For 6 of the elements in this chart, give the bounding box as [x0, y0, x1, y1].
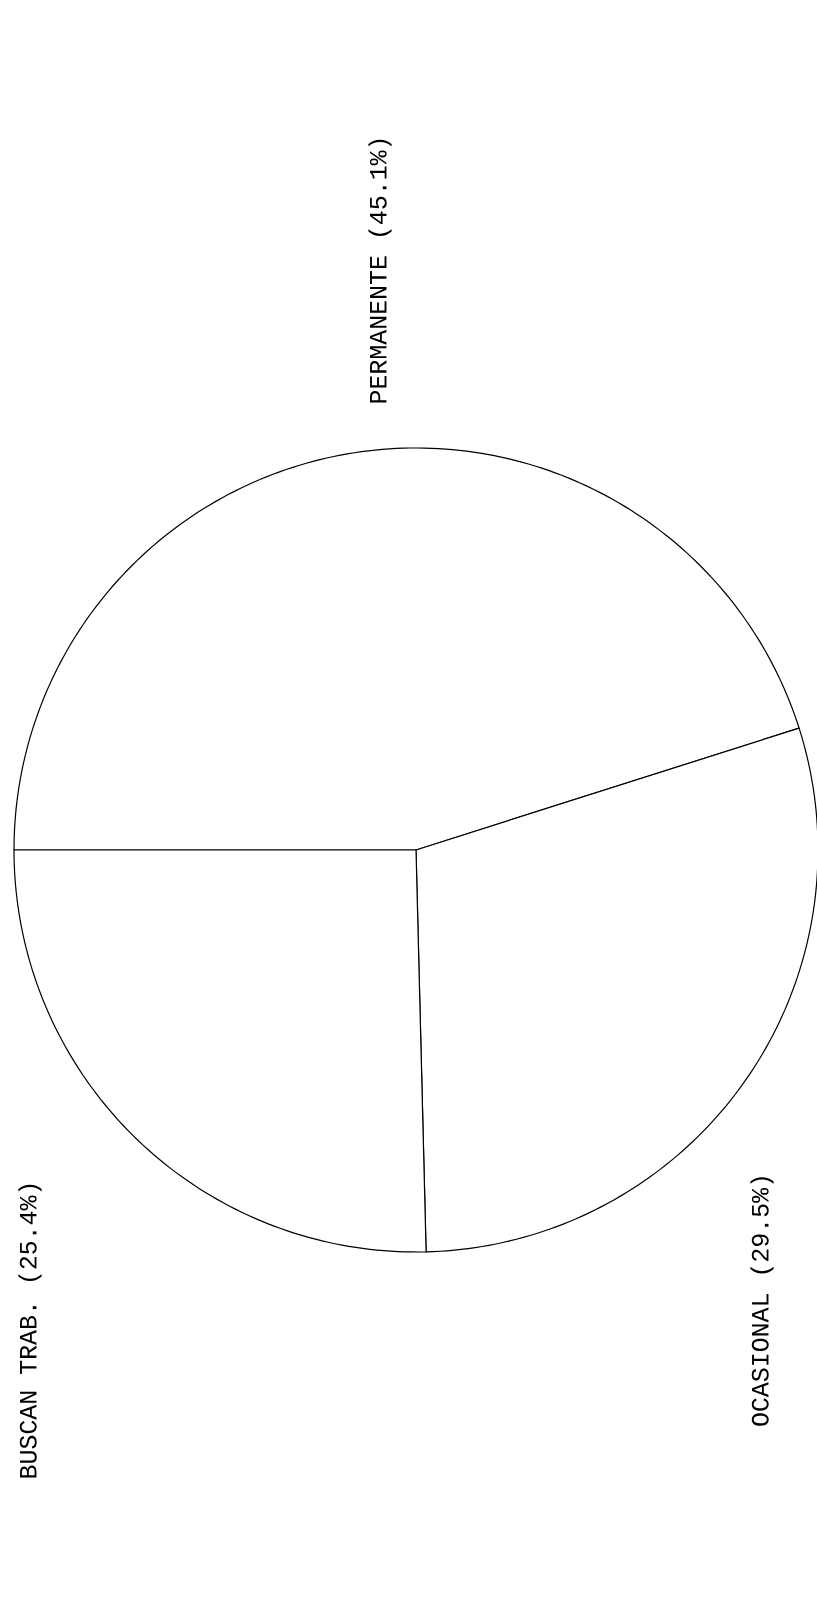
slice-label: OCASIONAL	[751, 1294, 769, 1426]
slice-label: PERMANENTE	[370, 256, 387, 403]
data-label: (29.5%)	[750, 1177, 774, 1274]
data-label: (25.4%)	[18, 1184, 42, 1281]
data-label: (45.1%)	[368, 139, 392, 236]
slice-label: BUSCAN TRAB.	[19, 1306, 37, 1478]
